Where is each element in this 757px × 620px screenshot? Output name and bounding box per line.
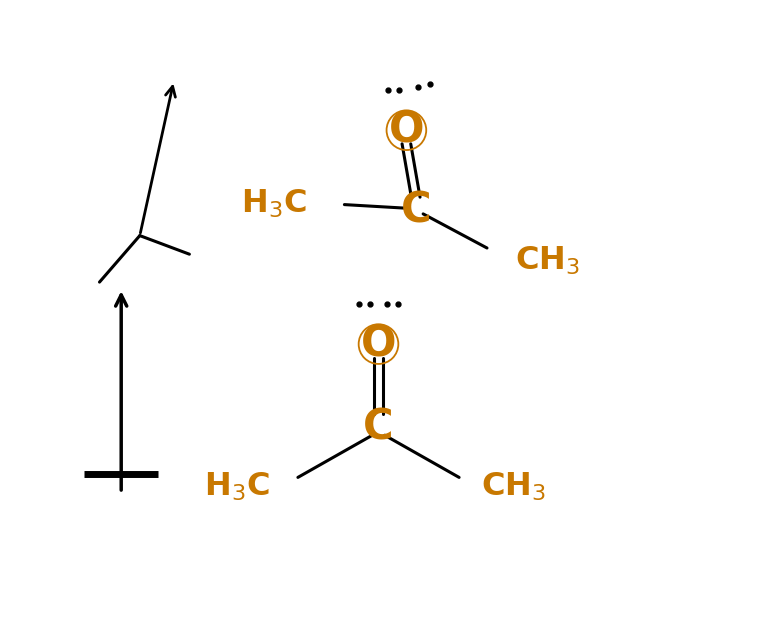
Text: O: O: [361, 323, 396, 365]
Text: C: C: [363, 407, 394, 449]
Text: CH$_3$: CH$_3$: [481, 471, 546, 503]
Text: CH$_3$: CH$_3$: [515, 244, 580, 277]
Text: H$_3$C: H$_3$C: [204, 471, 270, 503]
Text: C: C: [400, 190, 431, 232]
Text: O: O: [388, 109, 424, 151]
Text: H$_3$C: H$_3$C: [241, 187, 307, 219]
